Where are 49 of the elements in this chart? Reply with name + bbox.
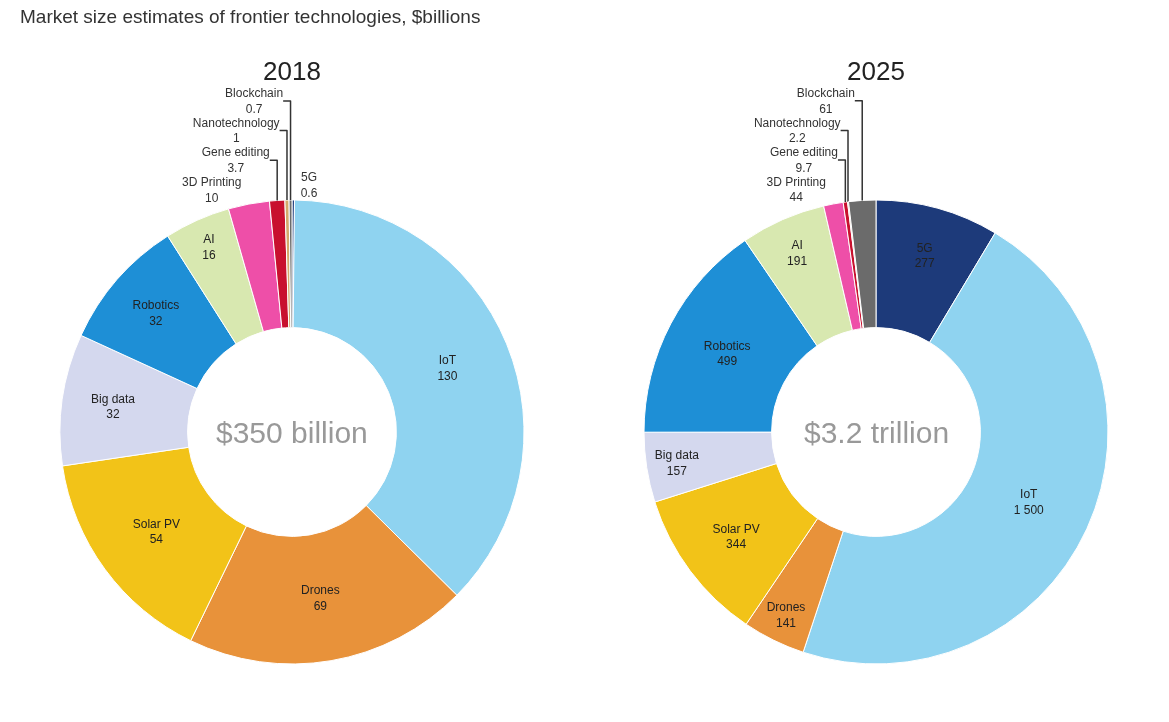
slice-label: 3D Printing bbox=[182, 174, 242, 189]
data-label: 344 bbox=[726, 537, 747, 552]
data-label: 61 bbox=[819, 101, 833, 116]
slice-label: AI bbox=[791, 237, 803, 252]
slice-label: Robotics bbox=[703, 338, 751, 353]
slice-label: Big data bbox=[90, 391, 136, 406]
slice-label: Big data bbox=[654, 448, 700, 463]
slice-label: Blockchain bbox=[796, 86, 855, 101]
data-label: 0.6 bbox=[300, 186, 318, 200]
data-label: 130 bbox=[437, 368, 458, 383]
data-label: 277 bbox=[914, 256, 935, 271]
slice-label: IoT bbox=[1020, 487, 1039, 502]
chart-title: Market size estimates of frontier technologies, $billions bbox=[20, 6, 481, 28]
data-label: 44 bbox=[789, 190, 804, 205]
slice-label: AI bbox=[203, 232, 215, 247]
slice-label: Solar PV bbox=[132, 516, 181, 531]
slice-label: 5G bbox=[300, 170, 317, 185]
data-label: 1 500 bbox=[1013, 502, 1045, 517]
data-label: 141 bbox=[775, 615, 797, 630]
data-label: 9.7 bbox=[795, 160, 813, 175]
data-label: 157 bbox=[666, 463, 688, 478]
slice-label: Solar PV bbox=[712, 521, 760, 536]
slice-label: Drones bbox=[300, 583, 340, 597]
data-label: 3.7 bbox=[227, 160, 245, 175]
chart-subtitle: 2025 bbox=[847, 55, 905, 86]
slice-label: Drones bbox=[766, 600, 806, 615]
data-label: 69 bbox=[313, 598, 328, 613]
data-label: 54 bbox=[149, 532, 164, 547]
data-label: 32 bbox=[106, 407, 120, 422]
text: $350 billion bbox=[216, 416, 368, 449]
slice-label: 5G bbox=[916, 240, 933, 255]
slice-label: IoT bbox=[438, 353, 457, 368]
slice-label: Nanotechnology bbox=[192, 115, 280, 130]
data-label: 32 bbox=[149, 314, 163, 329]
slice-label: Nanotechnology bbox=[753, 115, 841, 130]
slice-label: Gene editing bbox=[201, 145, 270, 160]
slice-label: Gene editing bbox=[769, 145, 838, 160]
data-label: 499 bbox=[717, 354, 738, 369]
text: $3.2 trillion bbox=[804, 416, 950, 449]
slice-label: 3D Printing bbox=[766, 174, 826, 189]
slice-label: Robotics bbox=[132, 298, 180, 313]
slice-label: Blockchain bbox=[225, 86, 284, 101]
chart-subtitle: 2018 bbox=[263, 55, 321, 86]
data-label: 10 bbox=[205, 190, 219, 205]
data-label: 2.2 bbox=[788, 131, 806, 146]
data-label: 16 bbox=[202, 247, 216, 262]
data-label: 0.7 bbox=[245, 101, 263, 116]
data-label: 1 bbox=[232, 131, 240, 146]
data-label: 191 bbox=[787, 253, 808, 268]
